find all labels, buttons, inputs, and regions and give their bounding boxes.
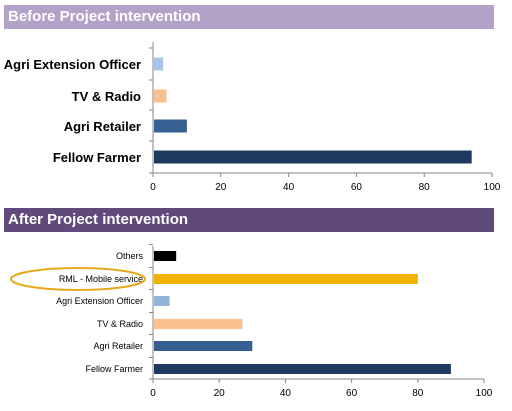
before-category-label: Fellow Farmer	[53, 150, 141, 165]
before-bar-agri-retailer	[154, 119, 187, 133]
after-bar-tv-and-radio	[154, 319, 243, 329]
before-bar-agri-extension-officer	[154, 57, 164, 71]
after-bar-agri-retailer	[154, 341, 253, 351]
before-x-tick-label: 60	[351, 182, 363, 193]
after-bar-others	[154, 251, 177, 261]
after-x-tick-label: 20	[214, 388, 226, 399]
after-category-label: Others	[116, 251, 144, 261]
after-intervention-banner: After Project intervention	[4, 208, 494, 232]
before-bar-fellow-farmer	[154, 150, 472, 164]
after-x-tick-label: 40	[280, 388, 292, 399]
before-x-tick-label: 40	[283, 182, 295, 193]
before-x-tick-label: 0	[150, 182, 156, 193]
highlight-ellipse	[10, 267, 146, 291]
before-intervention-banner: Before Project intervention	[4, 5, 494, 29]
before-category-label: Agri Retailer	[64, 119, 141, 134]
after-x-tick-label: 0	[150, 388, 156, 399]
after-bar-fellow-farmer	[154, 364, 451, 374]
before-bar-tv-and-radio	[154, 89, 167, 103]
after-x-tick-label: 80	[412, 388, 424, 399]
after-category-label: Fellow Farmer	[85, 364, 143, 374]
before-x-tick-label: 20	[215, 182, 227, 193]
before-x-tick-label: 80	[419, 182, 431, 193]
after-category-label: Agri Retailer	[93, 341, 143, 351]
after-category-label: RML - Mobile service	[59, 274, 143, 284]
before-category-label: Agri Extension Officer	[4, 57, 141, 72]
after-x-tick-label: 60	[346, 388, 358, 399]
after-bar-rml-mobile-service	[154, 274, 418, 284]
before-x-tick-label: 100	[484, 182, 501, 193]
after-category-label: Agri Extension Officer	[56, 296, 143, 306]
after-category-label: TV & Radio	[97, 319, 143, 329]
after-bar-agri-extension-officer	[154, 296, 170, 306]
before-category-label: TV & Radio	[72, 89, 141, 104]
after-x-tick-label: 100	[476, 388, 493, 399]
